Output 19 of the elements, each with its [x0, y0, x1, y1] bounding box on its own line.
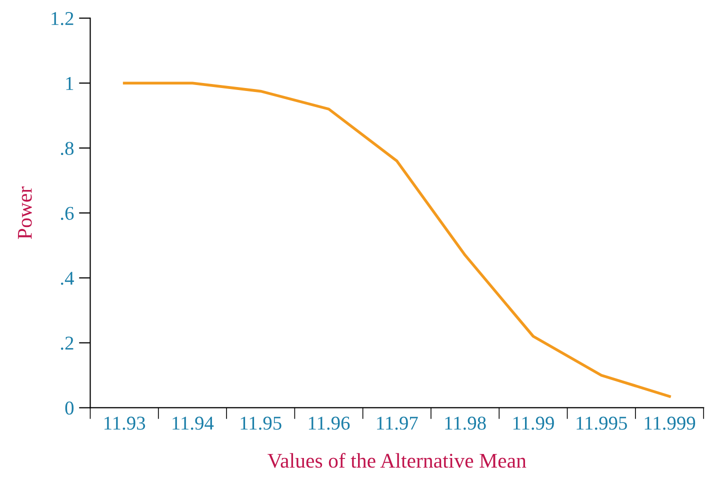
y-tick-label: 0	[65, 402, 74, 415]
x-tick-label: 11.95	[240, 416, 282, 430]
x-tick-label: 11.96	[308, 416, 350, 430]
y-tick-label: 1.2	[52, 12, 74, 26]
y-tick-label: .4	[60, 272, 74, 285]
x-axis-title: Values of the Alternative Mean	[268, 452, 526, 468]
y-tick-label: .6	[60, 206, 74, 220]
y-tick-label: .2	[60, 336, 74, 350]
x-tick-label: 11.995	[576, 416, 627, 430]
x-tick-label: 11.97	[377, 416, 418, 430]
y-axis-title: Power	[18, 186, 32, 239]
line-series	[122, 82, 671, 398]
x-tick-label: 11.93	[104, 416, 146, 430]
x-tick-label: 11.94	[172, 416, 214, 430]
x-tick-label: 11.99	[513, 416, 554, 430]
x-tick-label: 11.999	[644, 416, 696, 430]
y-tick-label: 1	[66, 77, 74, 90]
x-tick-label: 11.98	[445, 416, 486, 430]
y-tick-label: .8	[60, 142, 74, 156]
